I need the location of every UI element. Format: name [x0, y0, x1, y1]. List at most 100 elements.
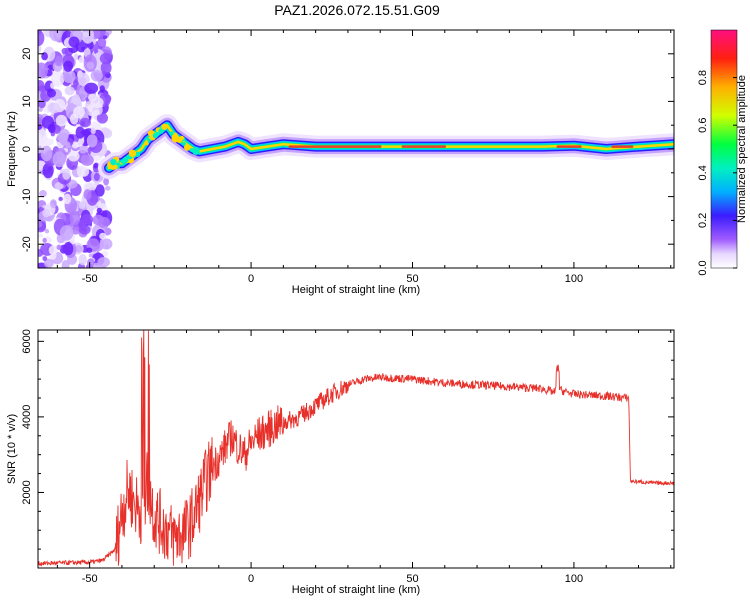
- snr-y-ticks: 6000 4000 2000: [21, 329, 674, 550]
- ridge-blob: [145, 142, 149, 146]
- noise-blob: [104, 244, 110, 250]
- noise-blob: [104, 185, 111, 191]
- snr-series-line: [38, 330, 674, 567]
- y-tick-label: -20: [21, 236, 33, 252]
- noise-blob: [63, 242, 74, 256]
- noise-blob: [49, 199, 57, 209]
- noise-blob: [65, 141, 71, 149]
- noise-blob: [97, 256, 110, 268]
- ridge-yellow: [107, 123, 674, 170]
- x-tick-label: 100: [565, 573, 583, 585]
- noise-blob: [86, 247, 93, 253]
- ridge-blob: [184, 144, 191, 151]
- noise-blob: [62, 69, 76, 84]
- colorbar-ticks: 0.0 0.2 0.4 0.6 0.8: [697, 70, 737, 276]
- noise-blob: [42, 115, 55, 129]
- y-tick-label: 0: [21, 146, 33, 152]
- colorbar-tick-label: 0.2: [697, 213, 709, 228]
- noise-blob: [61, 132, 69, 141]
- noise-blob: [80, 154, 94, 166]
- spectrogram-x-ticks: -50 0 50 100: [56, 30, 672, 285]
- spectrogram-image: [38, 30, 674, 268]
- noise-blob: [44, 228, 50, 234]
- noise-blob: [49, 30, 63, 42]
- ridge-blob: [194, 148, 200, 153]
- noise-blob: [63, 60, 74, 72]
- noise-blob: [54, 55, 63, 67]
- noise-blob: [55, 114, 68, 127]
- noise-blob: [59, 225, 74, 241]
- colorbar-tick-label: 0.6: [697, 118, 709, 133]
- ridge-blob: [182, 141, 186, 146]
- noise-blob: [96, 112, 108, 124]
- noise-blob: [42, 162, 54, 179]
- x-tick-label: 100: [565, 273, 583, 285]
- noise-blob: [99, 85, 105, 93]
- noise-blob: [88, 253, 93, 258]
- y-tick-label: 6000: [21, 329, 33, 353]
- spectrogram-y-label: Frequency (Hz): [6, 111, 18, 187]
- noise-blob: [78, 254, 87, 266]
- noise-blob: [38, 220, 43, 228]
- noise-blob: [61, 47, 69, 55]
- noise-blob: [78, 225, 91, 235]
- noise-blob: [90, 127, 96, 135]
- noise-blob: [38, 62, 48, 79]
- noise-blob: [95, 184, 105, 197]
- colorbar-gradient: [710, 29, 738, 269]
- noise-blob: [38, 30, 45, 47]
- noise-blob: [38, 233, 44, 238]
- noise-blob: [67, 150, 80, 162]
- noise-blob: [78, 56, 84, 64]
- snr-panel: -50 0 50 100 6000 4000 2000 Height of straigh…: [6, 329, 675, 596]
- ridge-blob: [158, 128, 164, 134]
- colorbar-label: Normalized spectral amplitude: [736, 75, 748, 223]
- noise-blob: [103, 177, 110, 186]
- x-tick-label: 50: [406, 273, 418, 285]
- noise-blob: [92, 214, 105, 226]
- snr-x-label: Height of straight line (km): [292, 584, 420, 596]
- noise-blob: [102, 35, 108, 40]
- noise-blob: [38, 107, 43, 112]
- noise-blob: [99, 232, 107, 240]
- x-tick-label: -50: [82, 273, 98, 285]
- colorbar-tick-label: 0.8: [697, 70, 709, 85]
- noise-blob: [47, 102, 61, 114]
- snr-frame: [37, 329, 675, 569]
- y-tick-label: 20: [21, 48, 33, 60]
- noise-blob: [75, 244, 82, 253]
- snr-y-label: SNR (10 * v/v): [6, 414, 18, 484]
- noise-blob: [86, 134, 98, 148]
- noise-blob: [77, 72, 90, 87]
- y-tick-label: -10: [21, 189, 33, 205]
- ridge-blob: [152, 132, 159, 139]
- noise-blob: [71, 141, 79, 149]
- colorbar-tick-label: 0.0: [697, 260, 709, 275]
- x-tick-label: 0: [248, 573, 254, 585]
- noise-blob: [42, 237, 47, 243]
- noise-blob: [64, 86, 75, 96]
- noise-blob: [69, 113, 79, 125]
- noise-blob: [40, 145, 53, 162]
- noise-blob: [75, 126, 85, 139]
- spectrogram-x-label: Height of straight line (km): [292, 284, 420, 296]
- noise-blob: [42, 208, 50, 218]
- noise-blob: [52, 151, 66, 168]
- noise-blob: [99, 52, 113, 65]
- noise-blob: [79, 117, 91, 128]
- noise-blob: [86, 258, 95, 268]
- noise-blob: [50, 82, 55, 89]
- noise-blob: [93, 109, 100, 116]
- noise-blob: [76, 165, 86, 178]
- noise-blob: [93, 163, 98, 169]
- y-tick-label: 2000: [21, 480, 33, 504]
- noise-blob: [84, 82, 99, 94]
- noise-blob: [90, 69, 103, 82]
- noise-blob: [100, 238, 113, 250]
- ridge-blob: [128, 149, 137, 158]
- noise-blob: [62, 168, 71, 180]
- noise-blob: [96, 207, 103, 213]
- noise-blob: [68, 36, 80, 48]
- noise-blob: [38, 44, 42, 54]
